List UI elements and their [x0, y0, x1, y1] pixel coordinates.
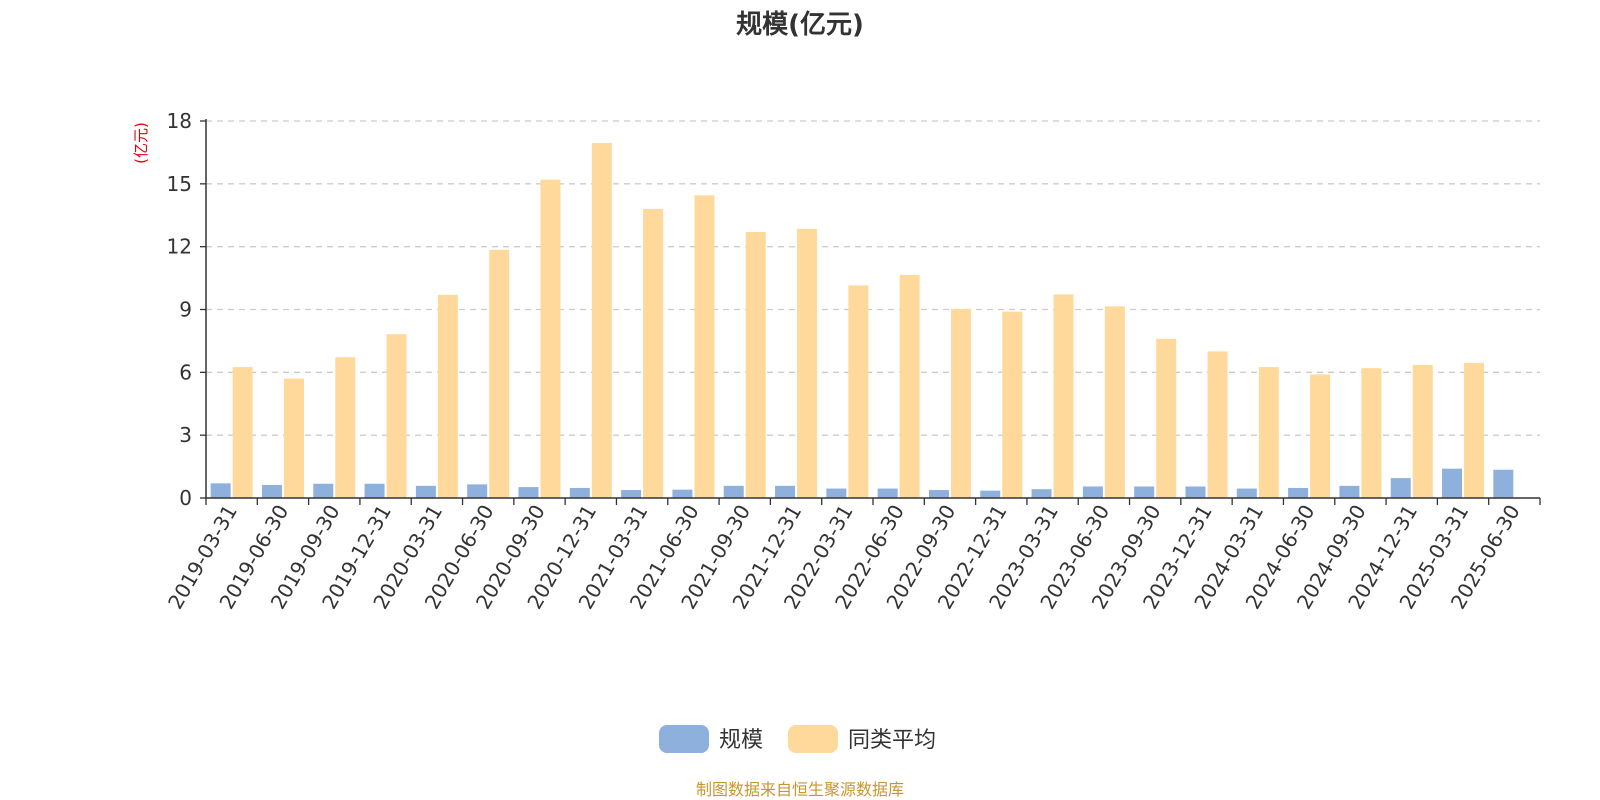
- bar-scale: [364, 483, 385, 498]
- bar-peer-average: [540, 179, 561, 498]
- bars: [210, 142, 1514, 498]
- bar-scale: [877, 488, 898, 498]
- bar-peer-average: [1258, 367, 1279, 498]
- bar-scale: [1236, 488, 1257, 498]
- bar-peer-average: [1156, 338, 1177, 498]
- bar-scale: [415, 485, 436, 498]
- bar-peer-average: [1361, 368, 1382, 498]
- bar-scale: [569, 487, 590, 498]
- bar-scale: [1442, 468, 1463, 498]
- legend[interactable]: 规模 同类平均: [659, 725, 936, 753]
- bar-scale: [1082, 486, 1103, 498]
- chart-title: 规模(亿元): [736, 10, 864, 40]
- y-tick-label: 18: [167, 109, 192, 133]
- bar-scale: [928, 490, 949, 498]
- bar-peer-average: [694, 195, 715, 498]
- bar-scale: [1390, 478, 1411, 498]
- bar-peer-average: [950, 309, 971, 498]
- bar-scale: [518, 487, 539, 498]
- bar-scale: [980, 490, 1001, 498]
- bar-peer-average: [591, 142, 612, 498]
- bar-scale: [313, 483, 334, 498]
- bar-peer-average: [1412, 365, 1433, 498]
- bar-scale: [1134, 486, 1155, 498]
- y-axis-ticks: 0 3 6 9 12 15 18: [167, 109, 206, 510]
- bar-peer-average: [643, 208, 664, 498]
- bar-scale: [467, 484, 488, 498]
- y-tick-label: 0: [179, 486, 192, 510]
- bar-peer-average: [745, 232, 766, 498]
- legend-label-scale: 规模: [719, 728, 763, 753]
- bar-peer-average: [489, 249, 510, 498]
- legend-swatch-peer-average: [788, 725, 838, 753]
- bar-scale: [261, 485, 282, 498]
- bar-scale: [723, 485, 744, 498]
- bar-scale: [1288, 487, 1309, 498]
- bar-scale: [621, 490, 642, 498]
- bar-scale: [1031, 489, 1052, 498]
- bar-scale: [1493, 469, 1514, 498]
- bar-scale: [775, 485, 796, 498]
- bar-peer-average: [1053, 294, 1074, 498]
- y-tick-label: 9: [179, 298, 192, 322]
- legend-item-peer-average[interactable]: 同类平均: [788, 725, 936, 753]
- legend-label-peer-average: 同类平均: [848, 728, 936, 753]
- bar-peer-average: [437, 294, 458, 498]
- y-tick-label: 6: [179, 360, 192, 384]
- y-tick-label: 12: [167, 235, 192, 259]
- legend-swatch-scale: [659, 725, 709, 753]
- bar-peer-average: [335, 357, 356, 498]
- bar-peer-average: [283, 378, 304, 498]
- bar-scale: [210, 483, 231, 498]
- y-axis-unit-label: (亿元): [132, 122, 150, 164]
- y-tick-label: 3: [179, 423, 192, 447]
- y-tick-label: 15: [167, 172, 192, 196]
- bar-peer-average: [1310, 374, 1331, 498]
- bar-scale: [826, 488, 847, 498]
- bar-peer-average: [848, 285, 869, 498]
- bar-peer-average: [232, 367, 253, 498]
- bar-peer-average: [386, 334, 407, 498]
- x-axis-ticks: 2019-03-312019-06-302019-09-302019-12-31…: [163, 498, 1541, 613]
- bar-scale: [1339, 485, 1360, 498]
- bar-peer-average: [1207, 351, 1228, 498]
- bar-peer-average: [797, 228, 818, 498]
- bar-peer-average: [1464, 362, 1485, 498]
- data-source-note: 制图数据来自恒生聚源数据库: [696, 780, 904, 799]
- bar-peer-average: [899, 274, 920, 498]
- bar-peer-average: [1104, 306, 1125, 498]
- bar-peer-average: [1002, 311, 1023, 498]
- bar-scale: [1185, 486, 1206, 498]
- bar-scale: [672, 489, 693, 498]
- legend-item-scale[interactable]: 规模: [659, 725, 763, 753]
